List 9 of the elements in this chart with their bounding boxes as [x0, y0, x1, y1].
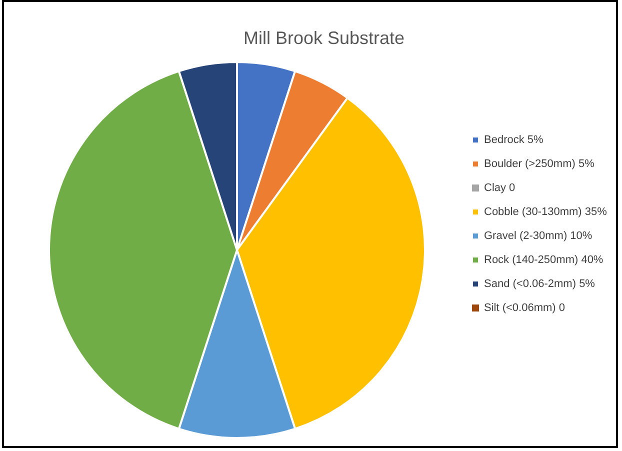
- legend-label: Bedrock 5%: [484, 134, 544, 146]
- legend-label: Cobble (30-130mm) 35%: [484, 206, 608, 218]
- legend-label: Boulder (>250mm) 5%: [484, 158, 595, 170]
- legend-label: Sand (<0.06-2mm) 5%: [484, 278, 596, 290]
- legend-label: Gravel (2-30mm) 10%: [484, 230, 592, 242]
- legend-label: Clay 0: [484, 182, 516, 194]
- chart-title: Mill Brook Substrate: [243, 28, 405, 48]
- legend-label: Silt (<0.06mm) 0: [484, 302, 565, 314]
- legend-label: Rock (140-250mm) 40%: [484, 254, 604, 266]
